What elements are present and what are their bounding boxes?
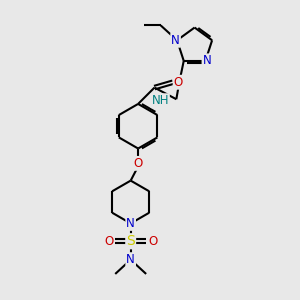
Text: N: N (126, 217, 135, 230)
Text: O: O (104, 235, 113, 248)
Text: N: N (126, 253, 135, 266)
Text: O: O (174, 76, 183, 89)
Text: O: O (148, 235, 157, 248)
Text: NH: NH (152, 94, 169, 107)
Text: N: N (171, 34, 180, 47)
Text: O: O (134, 157, 143, 170)
Text: S: S (126, 234, 135, 248)
Text: N: N (202, 54, 211, 68)
